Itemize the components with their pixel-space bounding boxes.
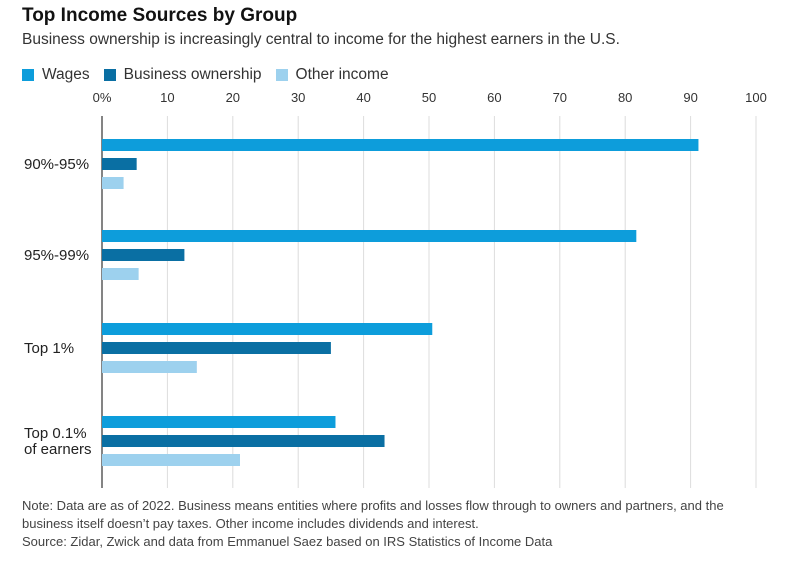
bar	[102, 230, 637, 242]
bar	[102, 435, 385, 447]
x-tick-label: 40	[356, 90, 370, 105]
category-label: 90%-95%	[24, 156, 89, 173]
category-label: Top 1%	[24, 340, 74, 357]
category-label: Top 0.1%	[24, 425, 87, 442]
legend: Wages Business ownership Other income	[22, 66, 403, 84]
legend-label-wages: Wages	[42, 66, 90, 83]
bar	[102, 158, 137, 170]
legend-label-other: Other income	[295, 66, 389, 83]
x-tick-label: 60	[487, 90, 501, 105]
legend-label-business: Business ownership	[123, 66, 262, 83]
category-label: 95%-99%	[24, 247, 89, 264]
source-text: Source: Zidar, Zwick and data from Emman…	[22, 534, 553, 549]
x-tick-label: 80	[618, 90, 632, 105]
bar	[102, 139, 699, 151]
legend-item-other: Other income	[275, 66, 389, 84]
bar	[102, 361, 197, 373]
x-tick-label: 30	[291, 90, 305, 105]
legend-item-wages: Wages	[22, 66, 90, 84]
x-tick-label: 70	[553, 90, 567, 105]
bar-chart: 0% 10 20 30 40 50 60 70 80 90 100 90%-95% 95%-99% Top…	[24, 90, 767, 488]
legend-item-business: Business ownership	[103, 66, 262, 84]
x-tick-label: 20	[226, 90, 240, 105]
bar	[102, 249, 185, 261]
note-text: Note: Data are as of 2022. Business mean…	[22, 498, 724, 531]
footnotes: Note: Data are as of 2022. Business mean…	[22, 497, 772, 551]
x-tick-label: 100	[745, 90, 767, 105]
bar	[102, 454, 240, 466]
legend-swatch-wages	[22, 69, 34, 81]
bar	[102, 323, 433, 335]
bar	[102, 342, 331, 354]
legend-swatch-business	[103, 69, 116, 81]
x-tick-label: 90	[683, 90, 697, 105]
bar	[102, 268, 139, 280]
category-label: of earners	[24, 441, 92, 458]
chart-title: Top Income Sources by Group	[22, 5, 298, 26]
chart-subtitle: Business ownership is increasingly centr…	[22, 31, 620, 48]
x-tick-label: 0%	[93, 90, 112, 105]
x-tick-label: 10	[160, 90, 174, 105]
bar	[102, 177, 124, 189]
legend-swatch-other	[275, 69, 288, 81]
bar	[102, 416, 336, 428]
x-tick-label: 50	[422, 90, 436, 105]
